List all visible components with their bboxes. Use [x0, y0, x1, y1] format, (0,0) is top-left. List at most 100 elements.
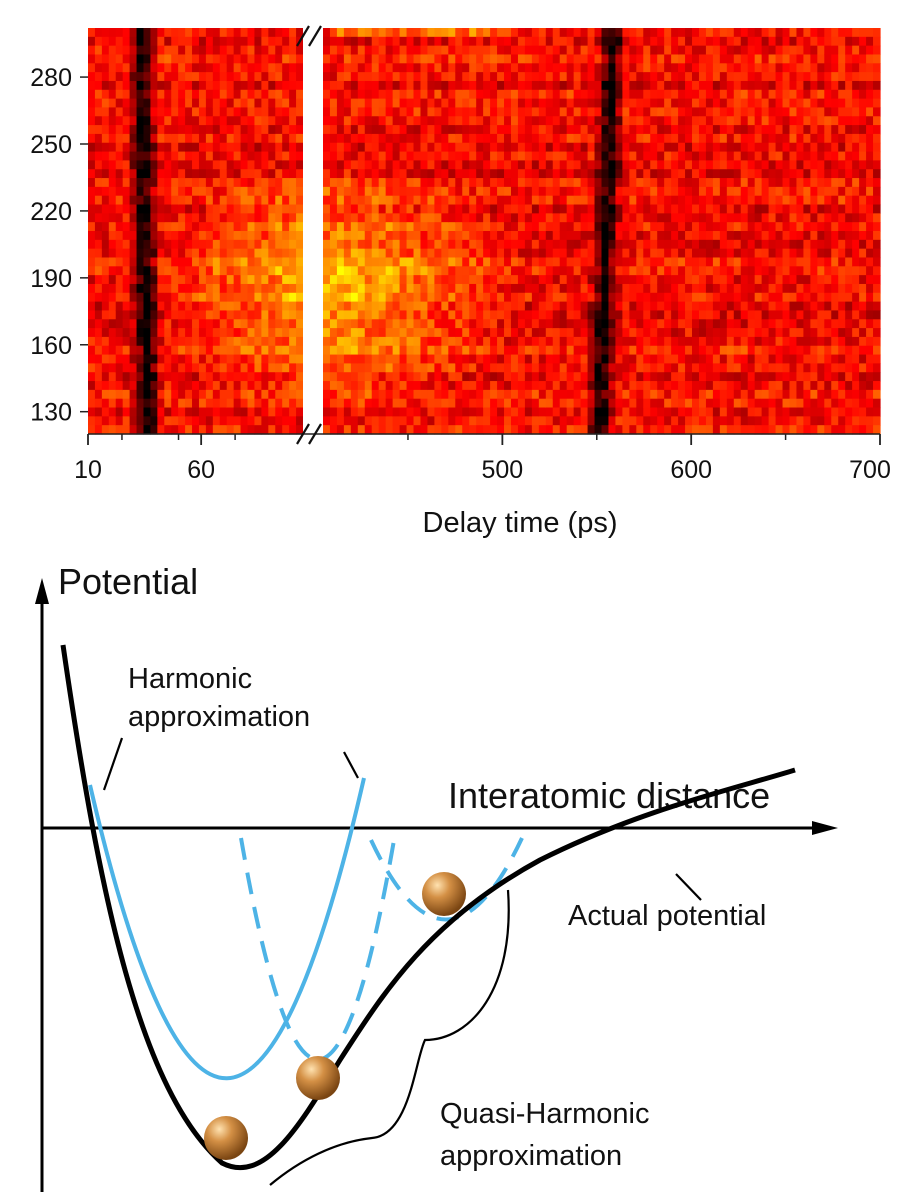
heatmap-cell: [441, 98, 449, 109]
heatmap-cell: [336, 354, 345, 364]
heatmap-cell: [233, 425, 242, 435]
heatmap-cell: [462, 36, 470, 47]
heatmap-cell: [775, 425, 784, 435]
heatmap-cell: [136, 116, 145, 126]
heatmap-cell: [803, 275, 811, 285]
heatmap-cell: [698, 72, 707, 82]
heatmap-cell: [705, 36, 714, 47]
heatmap-cell: [392, 354, 401, 364]
heatmap-cell: [247, 107, 256, 117]
heatmap-cell: [413, 425, 422, 435]
heatmap-cell: [357, 283, 366, 294]
heatmap-cell: [747, 89, 756, 100]
heatmap-cell: [629, 416, 637, 426]
heatmap-cell: [510, 80, 519, 91]
heatmap-cell: [719, 133, 728, 144]
heatmap-cell: [406, 178, 415, 188]
heatmap-cell: [678, 345, 686, 356]
heatmap-cell: [636, 425, 644, 435]
heatmap-cell: [740, 239, 749, 250]
heatmap-cell: [622, 283, 630, 294]
heatmap-cell: [219, 416, 228, 426]
heatmap-cell: [336, 283, 345, 294]
heatmap-cell: [205, 389, 214, 400]
heatmap-cell: [803, 381, 811, 391]
heatmap-cell: [615, 36, 623, 47]
heatmap-cell: [622, 213, 630, 223]
heatmap-cell: [629, 116, 637, 126]
heatmap-cell: [420, 398, 429, 409]
heatmap-cell: [705, 160, 714, 170]
heatmap-cell: [164, 178, 172, 188]
heatmap-cell: [852, 257, 860, 267]
heatmap-cell: [101, 275, 110, 285]
heatmap-cell: [219, 186, 228, 197]
heatmap-cell: [476, 186, 484, 197]
heatmap-cell: [685, 407, 693, 417]
heatmap-cell: [462, 398, 470, 409]
heatmap-cell: [622, 336, 630, 347]
heatmap-cell: [462, 98, 470, 109]
heatmap-cell: [789, 398, 798, 409]
heatmap-cell: [357, 310, 366, 320]
heatmap-cell: [796, 186, 805, 197]
heatmap-cell: [580, 63, 589, 73]
heatmap-cell: [171, 160, 179, 170]
heatmap-cell: [740, 28, 749, 38]
heatmap-cell: [831, 363, 839, 373]
heatmap-cell: [852, 204, 860, 214]
heatmap-cell: [399, 36, 408, 47]
heatmap-cell: [385, 266, 394, 276]
heatmap-cell: [517, 36, 526, 47]
heatmap-cell: [685, 336, 693, 347]
heatmap-cell: [490, 222, 498, 232]
heatmap-cell: [205, 45, 214, 56]
heatmap-cell: [323, 72, 331, 82]
heatmap-cell: [282, 178, 290, 188]
heatmap-cell: [329, 231, 338, 241]
heatmap-cell: [185, 107, 193, 117]
heatmap-cell: [726, 36, 735, 47]
heatmap-cell: [594, 63, 603, 73]
heatmap-cell: [810, 398, 818, 409]
heatmap-cell: [462, 407, 470, 417]
heatmap-cell: [497, 407, 505, 417]
heatmap-cell: [413, 239, 422, 250]
heatmap-cell: [580, 80, 589, 91]
heatmap-cell: [594, 354, 603, 364]
heatmap-cell: [538, 28, 547, 38]
heatmap-cell: [685, 98, 693, 109]
heatmap-cell: [122, 222, 131, 232]
heatmap-cell: [747, 266, 756, 276]
heatmap-cell: [608, 336, 617, 347]
heatmap-cell: [497, 186, 505, 197]
heatmap-cell: [329, 125, 338, 135]
heatmap-cell: [566, 28, 575, 38]
heatmap-cell: [150, 381, 158, 391]
heatmap-cell: [212, 363, 221, 373]
heatmap-cell: [664, 248, 672, 259]
heatmap-cell: [275, 283, 283, 294]
heatmap-cell: [350, 63, 359, 73]
heatmap-cell: [296, 133, 304, 144]
heatmap-cell: [517, 328, 526, 338]
heatmap-cell: [859, 195, 867, 206]
heatmap-cell: [859, 186, 867, 197]
heatmap-cell: [789, 381, 798, 391]
heatmap-cell: [350, 257, 359, 267]
heatmap-cell: [517, 275, 526, 285]
heatmap-cell: [329, 310, 338, 320]
heatmap-cell: [782, 116, 791, 126]
heatmap-cell: [455, 54, 463, 64]
heatmap-cell: [254, 169, 262, 179]
heatmap-cell: [94, 248, 103, 259]
heatmap-cell: [768, 89, 777, 100]
heatmap-cell: [157, 116, 165, 126]
heatmap-cell: [845, 72, 853, 82]
heatmap-cell: [178, 195, 186, 206]
heatmap-cell: [803, 372, 811, 382]
heatmap-cell: [761, 213, 770, 223]
heatmap-cell: [692, 231, 700, 241]
heatmap-cell: [768, 45, 777, 56]
heatmap-cell: [178, 178, 186, 188]
